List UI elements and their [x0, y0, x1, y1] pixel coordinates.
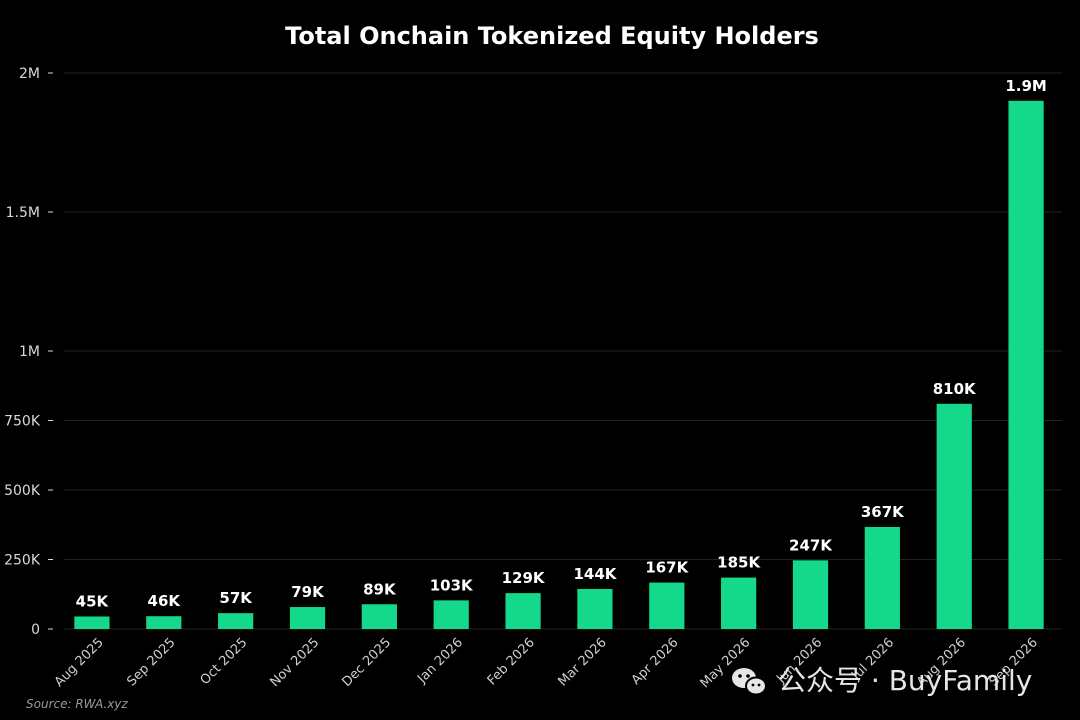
x-tick-label: Mar 2026 — [555, 635, 609, 689]
data-label: 129K — [502, 569, 546, 587]
x-tick-label: Apr 2026 — [629, 635, 682, 688]
bar — [792, 560, 829, 629]
bars — [74, 100, 1044, 630]
data-label: 46K — [148, 592, 182, 610]
data-label: 89K — [363, 580, 397, 598]
bar — [505, 593, 541, 629]
watermark-text: 公众号 · BuyFamily — [778, 664, 1032, 697]
y-tick-label: 1.5M — [6, 205, 40, 221]
x-tick-label: Dec 2025 — [339, 635, 394, 690]
wechat-icon — [732, 668, 767, 696]
y-tick-label: 0 — [31, 622, 40, 638]
data-label: 144K — [573, 565, 617, 583]
grid-lines — [64, 72, 1062, 630]
y-tick-label: 750K — [4, 414, 41, 430]
x-tick-label: Feb 2026 — [485, 635, 538, 688]
data-label: 810K — [933, 380, 977, 398]
bar — [721, 577, 757, 629]
x-tick-label: Aug 2025 — [52, 635, 107, 690]
bar — [864, 526, 900, 629]
source-note: Source: RWA.xyz — [26, 697, 128, 711]
data-label: 167K — [645, 559, 689, 577]
data-label: 367K — [861, 503, 905, 521]
bar — [289, 607, 326, 629]
bar — [577, 588, 613, 629]
bar — [1008, 100, 1044, 630]
bar — [218, 613, 254, 629]
y-tick-label: 500K — [4, 483, 41, 499]
y-tick-label: 1M — [19, 344, 40, 360]
watermark: 公众号 · BuyFamily — [732, 664, 1032, 697]
bar — [146, 616, 182, 629]
bar — [433, 600, 469, 629]
data-labels: 45K 46K 57K 79K 89K 103K 129K 144K 167K 185K 247K 3… — [76, 77, 1047, 611]
y-tick-label: 250K — [4, 553, 41, 569]
data-label: 1.9M — [1005, 77, 1047, 95]
x-tick-label: Nov 2025 — [267, 635, 322, 690]
bar — [649, 582, 685, 629]
data-label: 79K — [291, 583, 325, 601]
x-tick-label: Sep 2025 — [124, 635, 178, 689]
bar — [74, 616, 110, 629]
bar — [936, 403, 972, 629]
data-label: 185K — [717, 554, 761, 572]
x-tick-label: Jan 2026 — [414, 635, 466, 687]
data-label: 247K — [789, 536, 833, 554]
bar — [361, 604, 397, 629]
data-label: 45K — [76, 592, 110, 610]
y-axis: 0 250K 500K 750K 1M 1.5M 2M — [4, 66, 53, 638]
y-tick-label: 2M — [19, 66, 40, 82]
chart-title: Total Onchain Tokenized Equity Holders — [285, 22, 819, 50]
x-tick-label: Oct 2025 — [198, 635, 251, 688]
data-label: 57K — [219, 589, 253, 607]
data-label: 103K — [430, 576, 474, 594]
